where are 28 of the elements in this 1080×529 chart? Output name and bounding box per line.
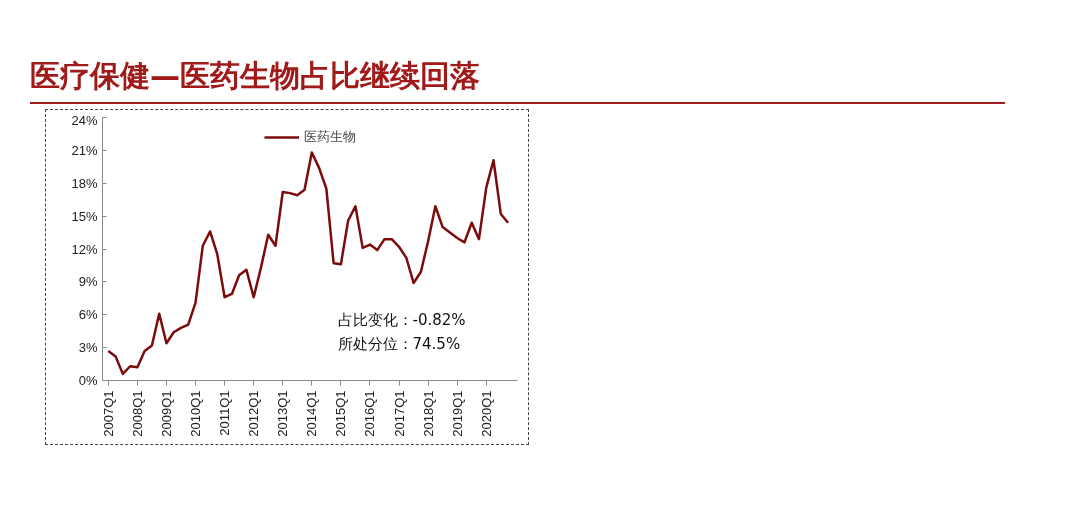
y-tick-label: 21%	[71, 142, 98, 158]
chart-title: 医疗保健—医药生物占比继续回落	[30, 57, 480, 95]
y-tick-label: 3%	[78, 339, 98, 355]
x-tick-label: 2007Q1	[100, 390, 116, 437]
y-tick-label: 6%	[78, 307, 98, 323]
x-tick-label: 2010Q1	[188, 390, 204, 437]
x-tick-label: 2016Q1	[362, 390, 378, 437]
y-tick-label: 24%	[71, 112, 98, 128]
x-tick-label: 2019Q1	[449, 390, 465, 437]
x-tick-label: 2017Q1	[391, 390, 407, 437]
x-tick-label: 2014Q1	[304, 390, 320, 437]
y-tick-label: 15%	[71, 208, 98, 224]
annotation: 占比变化：-0.82%	[337, 310, 466, 329]
y-tick-label: 0%	[78, 372, 98, 388]
legend-label: 医药生物	[303, 127, 356, 146]
x-tick-label: 2011Q1	[217, 390, 233, 436]
x-tick-label: 2013Q1	[275, 390, 291, 437]
x-tick-label: 2020Q1	[478, 390, 494, 437]
x-tick-label: 2009Q1	[158, 390, 174, 437]
x-tick-label: 2015Q1	[333, 390, 349, 437]
annotation: 所处分位：74.5%	[337, 334, 461, 353]
y-tick-label: 9%	[78, 274, 98, 290]
x-tick-label: 2012Q1	[246, 390, 262, 437]
x-tick-label: 2018Q1	[420, 390, 436, 437]
line-series	[107, 151, 510, 376]
x-tick-label: 2008Q1	[129, 390, 145, 437]
y-tick-label: 12%	[71, 241, 98, 257]
y-tick-label: 18%	[71, 175, 98, 191]
